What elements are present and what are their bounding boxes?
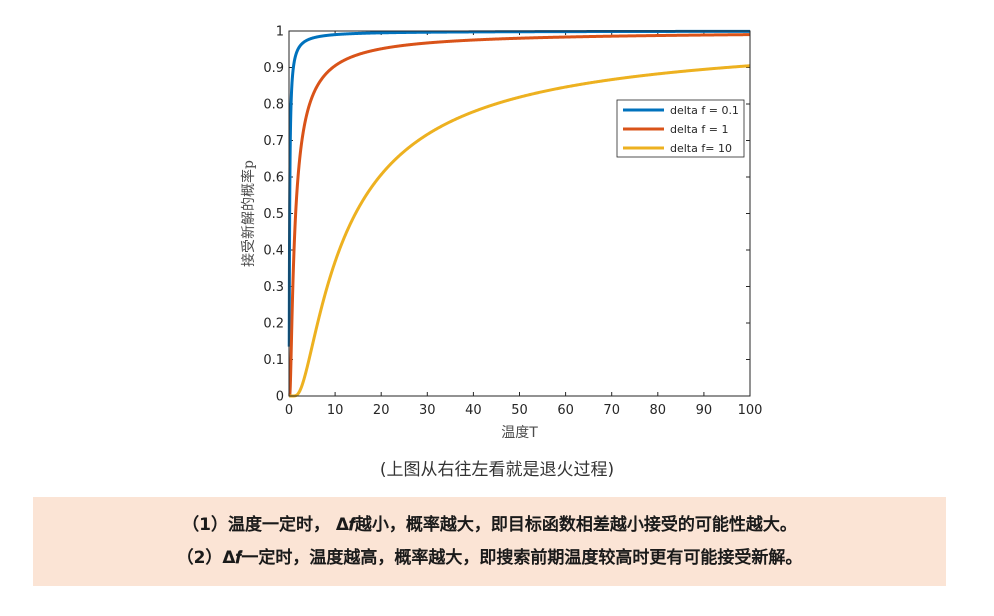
- x-tick-label: 40: [465, 403, 482, 418]
- series-3-point: [611, 79, 612, 80]
- y-tick-label: 0.6: [263, 171, 284, 186]
- notes-box: （1）温度一定时， Δ𝒇越小，概率越大，即目标函数相差越小接受的可能性越大。 （…: [33, 497, 946, 586]
- y-tick-label: 0.8: [263, 98, 284, 113]
- series-1-point: [381, 32, 382, 33]
- x-tick-label: 100: [738, 403, 763, 418]
- chart-legend: delta f = 0.1 delta f = 1 delta f= 10: [616, 99, 745, 158]
- x-tick-label: 80: [650, 403, 667, 418]
- x-tick-label: 90: [696, 403, 713, 418]
- series-1-point: [312, 38, 313, 39]
- y-tick-label: 0.5: [263, 207, 284, 222]
- x-tick-label: 50: [511, 403, 528, 418]
- legend-label: delta f = 0.1: [670, 104, 739, 117]
- note-line-1: （1）温度一定时， Δ𝒇越小，概率越大，即目标函数相差越小接受的可能性越大。: [182, 515, 797, 535]
- series-2-point: [298, 174, 299, 175]
- x-tick-label: 10: [327, 403, 344, 418]
- series-1-point: [293, 65, 294, 66]
- y-tick-label: 0: [276, 390, 284, 405]
- note-line-2: （2）Δ𝒇一定时，温度越高，概率越大，即搜索前期温度较高时更有可能接受新解。: [176, 548, 803, 568]
- series-2-point: [335, 65, 336, 66]
- y-tick-label: 0.3: [263, 280, 284, 295]
- y-tick-label: 0.1: [263, 353, 284, 368]
- x-tick-label: 70: [603, 403, 620, 418]
- series-2-point: [381, 48, 382, 49]
- legend-label: delta f= 10: [670, 142, 732, 155]
- series-1-point: [298, 48, 299, 49]
- y-tick-label: 0.9: [263, 61, 284, 76]
- y-tick-label: 0.4: [263, 244, 284, 259]
- plot-background: [289, 31, 750, 396]
- series-2-point: [519, 38, 520, 39]
- y-tick-label: 1: [276, 25, 284, 40]
- plot-frame: [288, 30, 751, 397]
- series-2-point: [291, 346, 292, 347]
- y-tick-label: 0.7: [263, 134, 284, 149]
- axis-ticks: 0 10 20 30 40 50 60 70 80 90 100 0 0.1 0.2 0.3 0.4 0.5 0.…: [263, 25, 762, 419]
- series-2-point: [293, 261, 294, 262]
- legend-label: delta f = 1: [670, 123, 728, 136]
- series-1-point: [335, 34, 336, 35]
- x-tick-label: 30: [419, 403, 436, 418]
- series-2-point: [312, 97, 313, 98]
- x-tick-label: 0: [285, 403, 293, 418]
- acceptance-probability-chart: 0 10 20 30 40 50 60 70 80 90 100 0 0.1 0.2 0.3 0.4 0.5 0.…: [240, 25, 762, 442]
- series-3-point: [381, 174, 382, 175]
- figure-caption: (上图从右往左看就是退火过程): [379, 460, 615, 480]
- x-tick-label: 60: [557, 403, 574, 418]
- series-3-point: [335, 261, 336, 262]
- series-line-3: [287, 64, 751, 398]
- y-axis-label: 接受新解的概率p: [240, 160, 257, 267]
- series-3-point: [519, 97, 520, 98]
- y-tick-label: 0.2: [263, 317, 284, 332]
- x-tick-label: 20: [373, 403, 390, 418]
- x-axis-label: 温度T: [501, 425, 538, 441]
- series-line-2: [287, 33, 751, 398]
- series-3-point: [298, 393, 299, 394]
- series-3-point: [427, 134, 428, 135]
- series-1-point: [291, 97, 292, 98]
- series-3-point: [312, 346, 313, 347]
